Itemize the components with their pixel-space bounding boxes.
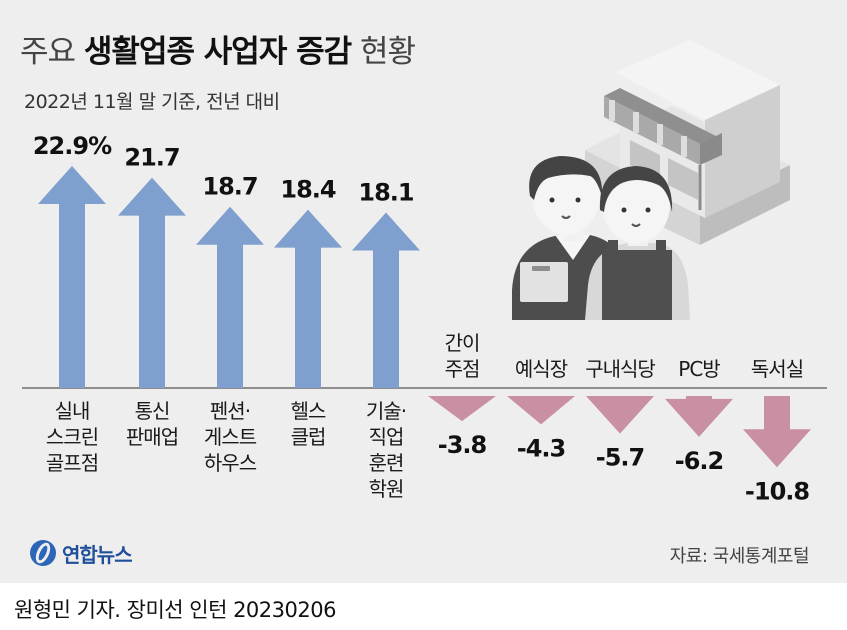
bar-group: 18.1 기술· 직업 훈련 학원 — [352, 179, 420, 501]
logo-text: 연합뉴스 — [62, 542, 133, 567]
bar-group: 18.4 헬스 클럽 — [274, 176, 342, 449]
category-label: PC방 — [678, 357, 720, 381]
data-label: 22.9% — [33, 132, 112, 160]
yonhap-logo: 연합뉴스 — [28, 538, 133, 568]
bar-group: 21.7 통신 판매업 — [118, 144, 186, 449]
page-title: 주요 생활업종 사업자 증감 현황 — [20, 26, 416, 71]
category-label: 독서실 — [751, 357, 803, 381]
bar-group: 18.7 펜션· 게스트 하우스 — [196, 173, 264, 475]
bar-group: -10.8 독서실 — [743, 357, 811, 505]
data-label: -3.8 — [438, 431, 487, 459]
bar — [428, 396, 496, 422]
bars-layer: 22.9% 실내 스크린 골프점 21.7 통신 판매업 18.7 펜션· 게스트 하우스 18.4 헬… — [33, 132, 811, 505]
bar — [743, 396, 811, 468]
category-label: 실내 스크린 골프점 — [46, 399, 98, 475]
data-label: 18.4 — [280, 176, 336, 204]
bar — [118, 177, 186, 388]
data-source: 자료: 국세통계포털 — [669, 546, 810, 567]
title-prefix: 주요 — [20, 34, 76, 70]
title-suffix: 현황 — [360, 34, 416, 70]
data-label: 21.7 — [124, 144, 179, 172]
category-label: 예식장 — [515, 357, 568, 381]
category-label: 기술· 직업 훈련 학원 — [366, 399, 406, 501]
bar — [38, 166, 106, 388]
bar — [274, 209, 342, 388]
bar — [665, 396, 733, 437]
category-label: 간이 주점 — [445, 331, 480, 381]
category-label: 펜션· 게스트 하우스 — [204, 399, 257, 475]
bar-group: -6.2 PC방 — [665, 357, 733, 475]
data-label: -4.3 — [517, 434, 565, 462]
bar — [352, 212, 420, 388]
byline-credit: 원형민 기자. 장미선 인턴 20230206 — [14, 598, 336, 622]
category-label: 통신 판매업 — [126, 399, 178, 449]
category-label: 구내식당 — [585, 357, 655, 381]
data-label: 18.7 — [202, 173, 257, 201]
title-main: 생활업종 사업자 증감 — [83, 34, 352, 70]
bar-group: 22.9% 실내 스크린 골프점 — [33, 132, 113, 475]
bar — [507, 396, 575, 425]
category-label: 헬스 클럽 — [291, 399, 326, 449]
bar-group: -5.7 구내식당 — [585, 357, 656, 472]
data-label: -5.7 — [596, 444, 644, 472]
bar-group: -4.3 예식장 — [507, 357, 575, 462]
data-label: -10.8 — [745, 477, 809, 505]
bar — [196, 206, 264, 388]
chart-subtitle: 2022년 11월 말 기준, 전년 대비 — [24, 91, 280, 113]
bar-chart: 22.9% 실내 스크린 골프점 21.7 통신 판매업 18.7 펜션· 게스트 하우스 18.4 헬… — [22, 40, 827, 506]
shop-people-illustration — [512, 40, 790, 320]
data-label: -6.2 — [675, 447, 723, 475]
data-label: 18.1 — [358, 179, 414, 207]
woman-figure-icon — [585, 166, 690, 320]
yonhap-logo-icon — [30, 540, 56, 566]
bar-group: -3.8 간이 주점 — [428, 331, 496, 459]
bar — [586, 396, 654, 434]
